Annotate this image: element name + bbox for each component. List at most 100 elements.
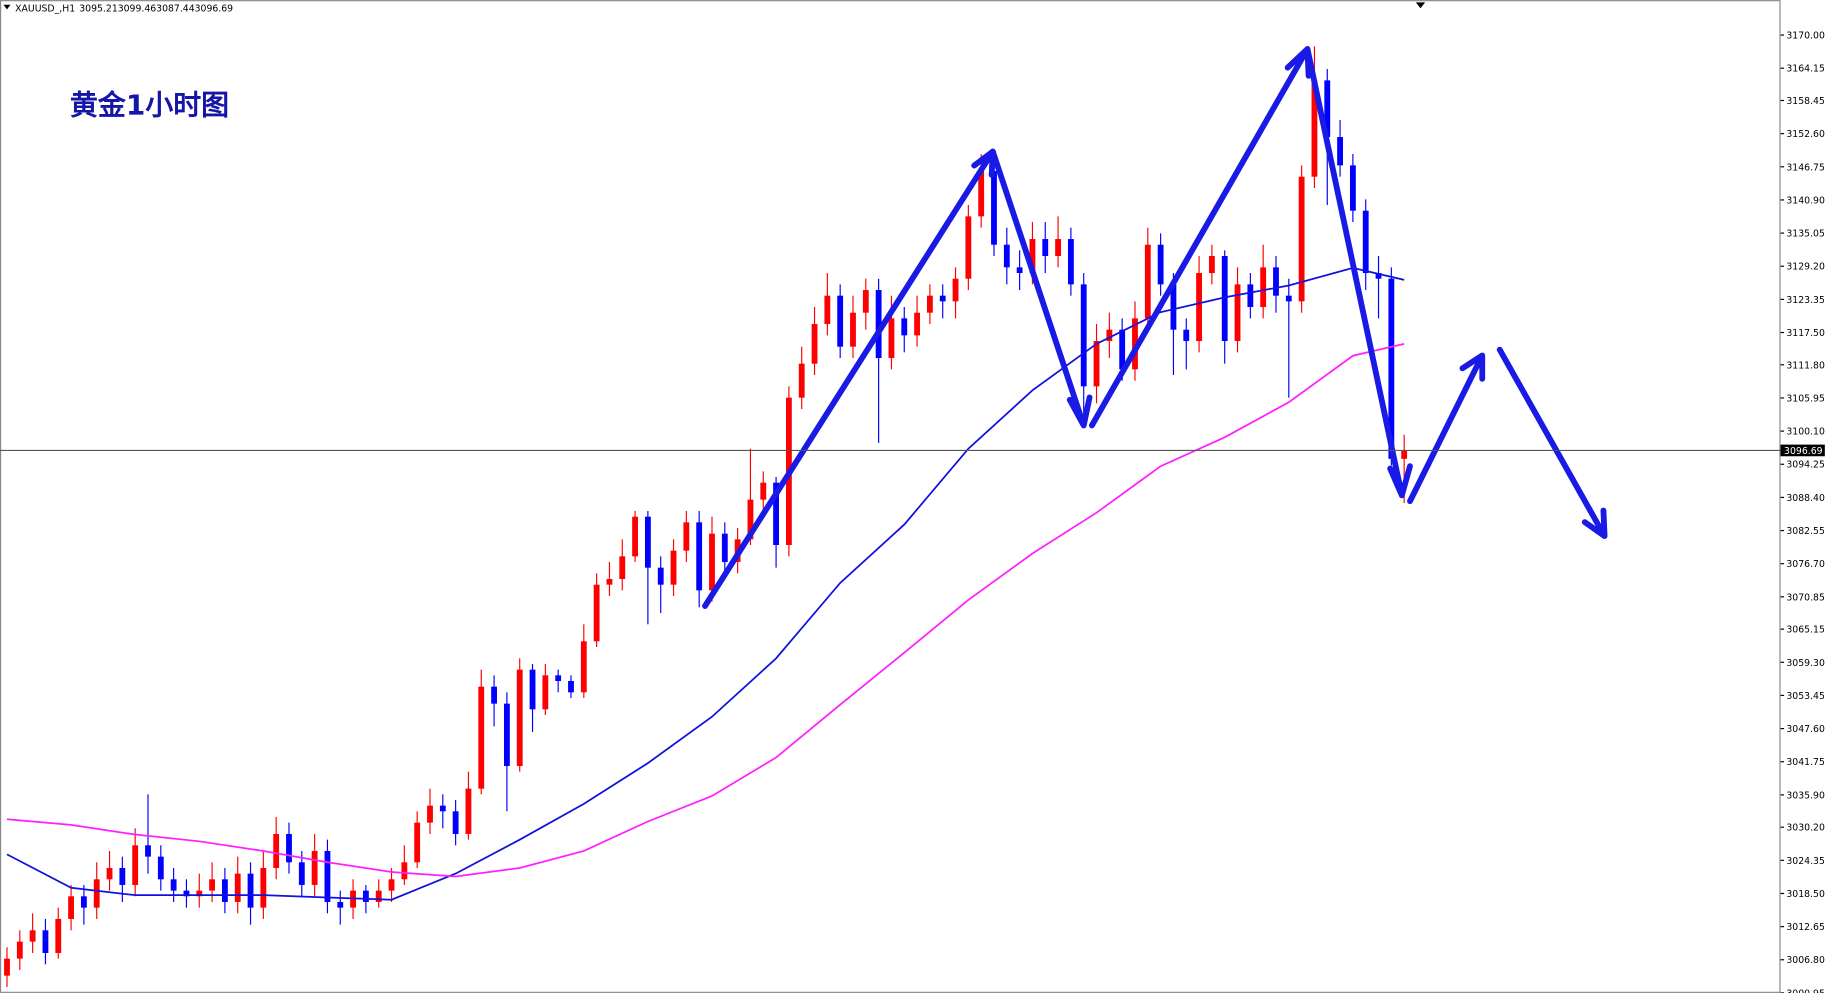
candle-body <box>1349 165 1356 211</box>
candle-body <box>80 896 87 908</box>
candle-body <box>568 680 574 693</box>
candle-body <box>978 171 985 217</box>
y-tick-label: 3035.90 <box>1786 790 1825 801</box>
y-tick-label: 3006.80 <box>1786 955 1825 966</box>
candle-body <box>1055 239 1061 257</box>
y-tick-label: 3088.40 <box>1786 493 1825 504</box>
price-label-box <box>1780 444 1825 457</box>
candle-body <box>1106 329 1113 342</box>
candle-body <box>542 675 549 710</box>
candle-body <box>375 890 382 902</box>
candle-body <box>760 482 767 500</box>
candle-body <box>1234 284 1241 342</box>
y-tick-label: 3030.20 <box>1786 823 1825 834</box>
candle-body <box>42 930 49 953</box>
candle-body <box>55 918 62 953</box>
candle-body <box>427 805 433 823</box>
candle-body <box>337 901 344 908</box>
candle-body <box>503 703 510 766</box>
candle-body <box>580 641 587 693</box>
candle-body <box>362 890 369 902</box>
candle-body <box>555 675 562 681</box>
candle-body <box>824 295 831 325</box>
y-tick-label: 3082.55 <box>1786 526 1825 537</box>
y-tick-label: 3065.15 <box>1786 625 1825 636</box>
candle-body <box>862 290 869 313</box>
y-tick-label: 3018.50 <box>1786 889 1825 900</box>
candle-body <box>145 845 151 857</box>
candle-body <box>170 879 177 891</box>
candle-body <box>1196 273 1202 342</box>
candle-body <box>93 879 100 908</box>
candle-body <box>1260 267 1267 308</box>
y-tick-label: 3100.10 <box>1786 427 1825 438</box>
candle-body <box>619 556 626 579</box>
candle-body <box>247 873 254 908</box>
candle-body <box>1311 80 1318 177</box>
candle-body <box>1016 267 1023 274</box>
y-tick-label: 3152.60 <box>1786 129 1825 140</box>
candle-body <box>683 522 690 551</box>
y-tick-label: 3111.80 <box>1786 360 1825 371</box>
candle-body <box>1003 244 1010 268</box>
candle-body <box>1285 295 1292 302</box>
candle-body <box>29 930 36 942</box>
candle-body <box>132 845 139 885</box>
symbol-marker <box>3 4 11 10</box>
candle-body <box>1029 239 1036 274</box>
candle-body <box>644 516 651 568</box>
y-tick-label: 3070.85 <box>1786 592 1825 603</box>
candle-body <box>478 686 485 789</box>
candle-body <box>1119 329 1126 370</box>
candle-body <box>273 833 280 868</box>
candle-body <box>1093 341 1100 387</box>
candle-body <box>298 862 305 885</box>
candle-body <box>1132 318 1138 370</box>
candle-body <box>632 516 638 557</box>
candle-body <box>439 805 446 812</box>
candle-body <box>1247 284 1254 308</box>
arrow <box>1304 46 1413 499</box>
y-tick-label: 3158.45 <box>1786 96 1825 107</box>
candle-body <box>1157 244 1164 285</box>
candle-body <box>196 890 203 897</box>
y-tick-label: 3129.20 <box>1786 262 1825 273</box>
chart-title: 黄金1小时图 <box>70 88 229 121</box>
arrow <box>989 148 1093 429</box>
candle-body <box>991 171 997 245</box>
candle-body <box>939 295 946 302</box>
arrow <box>1407 352 1486 505</box>
candle-body <box>850 312 856 347</box>
candle-body <box>926 295 933 313</box>
candle-body <box>414 822 421 863</box>
candle-body <box>1144 244 1151 319</box>
candle-body <box>452 811 459 834</box>
candle-body <box>401 862 408 880</box>
trend-arrows <box>702 46 1608 609</box>
y-tick-label: 3105.95 <box>1786 393 1825 404</box>
candle-body <box>773 482 779 546</box>
candle-body <box>709 533 715 591</box>
symbol: XAUUSD_,H1 <box>15 4 75 15</box>
ohlc-low: 3087.44 <box>156 4 195 15</box>
candle-body <box>747 499 754 540</box>
candle-body <box>1362 210 1369 274</box>
candle-body <box>888 318 895 359</box>
candle-body <box>68 896 74 919</box>
candle-body <box>1298 176 1305 302</box>
shift-marker <box>1415 2 1426 9</box>
candle-body <box>901 318 908 336</box>
y-tick-label: 3164.15 <box>1786 64 1825 75</box>
candle-body <box>1221 256 1228 342</box>
candle-body <box>221 879 228 902</box>
candle-body <box>1042 239 1049 257</box>
candle-body <box>1388 278 1395 459</box>
price-label: 3096.69 <box>1784 446 1823 457</box>
y-tick-label: 3170.00 <box>1786 31 1825 42</box>
candle-body <box>657 567 664 585</box>
candle-body <box>1080 284 1087 387</box>
candle-body <box>696 522 703 591</box>
candle-body <box>1170 284 1177 330</box>
